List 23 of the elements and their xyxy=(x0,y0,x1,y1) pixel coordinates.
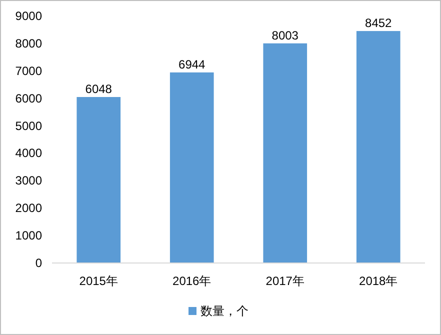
bar xyxy=(356,31,400,263)
x-tick-label: 2015年 xyxy=(79,274,118,288)
data-label: 8452 xyxy=(365,16,392,30)
y-tick-label: 1000 xyxy=(15,228,42,243)
x-tick-label: 2018年 xyxy=(359,274,398,288)
y-tick-label: 7000 xyxy=(15,64,42,78)
data-label: 6944 xyxy=(178,57,206,72)
y-tick-label: 4000 xyxy=(15,146,42,160)
bar xyxy=(263,43,308,263)
y-tick-label: 5000 xyxy=(15,118,42,133)
x-tick-label: 2016年 xyxy=(172,274,212,288)
bar xyxy=(76,97,121,263)
bar xyxy=(170,72,214,263)
data-label: 6048 xyxy=(85,82,112,96)
y-tick-label: 8000 xyxy=(15,36,42,50)
y-tick-label: 3000 xyxy=(15,174,42,188)
y-tick-label: 6000 xyxy=(15,91,42,106)
x-tick-label: 2017年 xyxy=(266,274,304,288)
data-label: 8003 xyxy=(272,28,299,42)
y-tick-label: 0 xyxy=(35,256,42,270)
y-tick-label: 2000 xyxy=(15,201,42,216)
legend-label: 数量，个 xyxy=(200,304,248,318)
y-tick-label: 9000 xyxy=(15,9,42,23)
